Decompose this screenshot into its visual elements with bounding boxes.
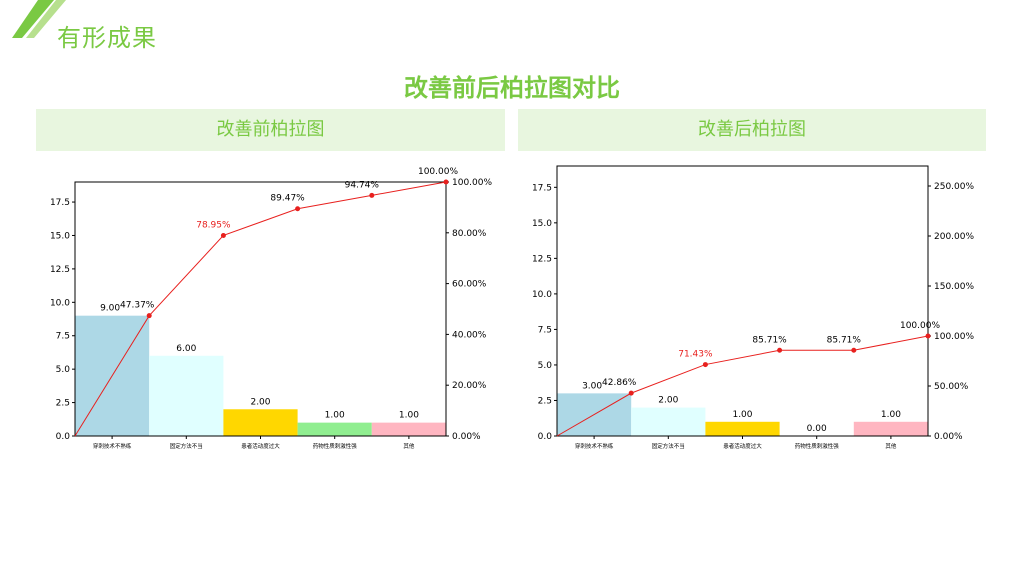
x-tick-label: 固定方法不当 (652, 442, 685, 450)
y2-tick-label: 20.00% (452, 381, 487, 391)
bar-value-label: 1.00 (732, 410, 752, 420)
y-tick-label: 0.0 (56, 432, 71, 442)
cumulative-point (146, 313, 152, 319)
y-tick-label: 12.5 (532, 254, 552, 264)
y-tick-label: 10.0 (50, 298, 70, 308)
cumulative-label: 100.00% (900, 321, 940, 331)
cumulative-point (443, 179, 449, 185)
x-tick-label: 患者活动度过大 (241, 442, 280, 450)
cumulative-point (702, 362, 708, 368)
cumulative-label: 47.37% (120, 301, 155, 311)
y-tick-label: 2.5 (538, 396, 552, 406)
x-tick-label: 其他 (885, 442, 897, 450)
bar-value-label: 0.00 (807, 424, 827, 434)
y-tick-label: 15.0 (50, 231, 70, 241)
comparison-title: 改善前后柏拉图对比 (404, 74, 620, 102)
bar (853, 421, 928, 436)
bar (631, 407, 706, 436)
y-tick-label: 12.5 (50, 265, 70, 275)
y-tick-label: 17.5 (50, 198, 70, 208)
bar (371, 422, 446, 436)
y2-tick-label: 40.00% (452, 330, 487, 340)
y-tick-label: 7.5 (56, 332, 70, 342)
bar (705, 421, 780, 436)
y2-tick-label: 150.00% (934, 282, 974, 292)
y-tick-label: 7.5 (538, 325, 552, 335)
bar-value-label: 2.00 (658, 396, 678, 406)
cumulative-label: 78.95% (196, 220, 231, 230)
cumulative-label: 85.71% (752, 335, 787, 345)
cumulative-point (369, 192, 375, 198)
pareto-chart-after: 0.0 2.5 5.0 7.5 10.0 12.5 15.0 17.5 0.00% 50.00% 1… (532, 165, 974, 450)
x-tick-label: 其他 (403, 442, 415, 450)
bar-value-label: 3.00 (582, 381, 602, 391)
y2-tick-label: 250.00% (934, 182, 974, 192)
cumulative-label: 100.00% (418, 167, 458, 177)
x-tick-label: 固定方法不当 (170, 442, 203, 450)
y2-tick-label: 200.00% (934, 232, 974, 242)
cumulative-point (777, 347, 783, 353)
x-tick-label: 药物性质刺激性强 (795, 442, 840, 450)
cumulative-point (925, 333, 931, 339)
y-tick-label: 5.0 (56, 365, 71, 375)
y-tick-label: 10.0 (532, 290, 552, 300)
cumulative-point (851, 347, 857, 353)
cumulative-label: 42.86% (602, 378, 637, 388)
x-tick-label: 穿刺技术不熟练 (575, 442, 614, 450)
x-tick-label: 患者活动度过大 (723, 442, 762, 450)
y-tick-label: 2.5 (56, 399, 70, 409)
bar-value-label: 1.00 (325, 411, 345, 421)
y-tick-label: 15.0 (532, 219, 552, 229)
bar-value-label: 2.00 (250, 397, 270, 407)
after-panel-header: 改善后柏拉图 (518, 109, 986, 151)
cumulative-line (74, 181, 447, 437)
y2-tick-label: 50.00% (934, 382, 969, 392)
y2-tick-label: 0.00% (452, 432, 481, 442)
y-tick-label: 5.0 (538, 361, 553, 371)
page-title: 有形成果 (57, 24, 157, 52)
y2-tick-label: 100.00% (934, 332, 974, 342)
cumulative-point (220, 232, 226, 238)
cumulative-point (628, 390, 634, 396)
x-tick-label: 穿刺技术不熟练 (93, 442, 132, 450)
cumulative-label: 94.74% (345, 180, 380, 190)
x-tick-label: 药物性质刺激性强 (313, 442, 358, 450)
corner-stripe-decoration (12, 0, 66, 38)
pareto-chart-before: 0.0 2.5 5.0 7.5 10.0 12.5 15.0 17.5 0.00% 20.00% 4… (50, 167, 493, 450)
y2-tick-label: 0.00% (934, 432, 963, 442)
cumulative-label: 85.71% (827, 335, 862, 345)
cumulative-label: 89.47% (270, 194, 305, 204)
before-panel-header: 改善前柏拉图 (36, 109, 505, 151)
y-tick-label: 17.5 (532, 183, 552, 193)
cumulative-point (295, 206, 301, 212)
y2-tick-label: 100.00% (452, 178, 492, 188)
cumulative-label: 71.43% (678, 350, 713, 360)
bar (297, 422, 372, 436)
y2-tick-label: 80.00% (452, 229, 487, 239)
bar-value-label: 9.00 (100, 304, 120, 314)
bar-value-label: 1.00 (399, 411, 419, 421)
bar-value-label: 6.00 (176, 344, 196, 354)
y2-tick-label: 60.00% (452, 280, 487, 290)
bar-value-label: 1.00 (881, 410, 901, 420)
bar (149, 355, 224, 436)
cumulative-line (556, 335, 929, 437)
y-tick-label: 0.0 (538, 432, 553, 442)
bar (223, 409, 298, 436)
